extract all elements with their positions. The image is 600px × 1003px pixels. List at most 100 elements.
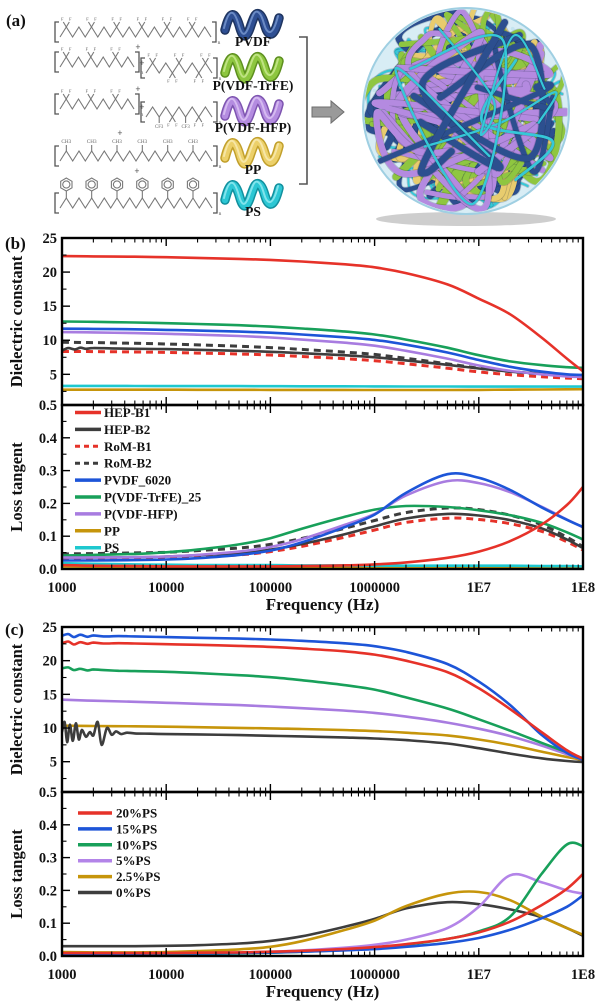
panel-b-label: (b) [5,234,26,253]
atom-label: F [200,53,203,58]
legend-item: P(VDF-HFP) [75,506,178,521]
atom-label: F [118,89,121,94]
atom-label: F [182,53,185,58]
atom-label: F [202,123,205,128]
y-tick-label: 0.5 [39,398,57,414]
polymer-chain [59,55,135,69]
atom-label: F [175,79,178,84]
bracket-right [213,192,218,214]
atom-label: F [174,53,177,58]
atom-label: F [94,47,97,52]
x-tick-label: 100000 [249,580,293,596]
y-tick-label: 0.0 [39,562,57,578]
y-tick-label: 5 [50,367,57,383]
legend-label: 20%PS [116,806,157,821]
methyl-label: CH3 [87,139,97,145]
bracket-right [212,21,217,43]
x-axis-title: Frequency (Hz) [266,595,379,614]
legend-label: HEP-B1 [104,405,150,420]
legend-item: HEP-B2 [75,422,150,437]
atom-label: F [61,17,64,22]
panel-a-label: (a) [6,11,26,30]
cf3-label: CF3 [181,125,190,130]
subscript-n: n [219,164,222,170]
atom-label: F [61,47,64,52]
series-HEP-B1 [63,254,582,373]
x-axis-title: Frequency (Hz) [266,982,379,1001]
fiber-strand [373,109,537,178]
fiber-strand [423,90,558,148]
legend-item: PS [75,540,119,555]
helix-P(VDF-TrFE) [220,51,284,84]
legend-label: P(VDF-HFP) [104,506,178,521]
y-tick-label: 20 [43,654,58,670]
series-0%PS [63,900,582,948]
legend-label: 2.5%PS [116,869,160,884]
plus-sign: + [135,42,140,52]
panel-c-label: (c) [5,620,24,639]
y-tick-label: 0.1 [39,529,57,545]
series-20%PS [63,873,582,955]
fiber-tangle [364,9,568,213]
grouping-bracket [299,36,308,185]
atom-label: F [170,17,173,22]
series-PVDF_6020 [63,472,582,562]
legend-label: 5%PS [116,853,151,868]
legend-label: RoM-B2 [104,456,152,471]
benzene-ring [136,177,149,192]
plus-sign: + [139,58,144,68]
methyl-label: CH3 [188,139,198,145]
x-tick-label: 1000 [48,967,77,983]
polymer-chain [145,62,213,74]
bracket-left [140,57,145,79]
atom-label: F [194,79,197,84]
methyl-label: CH3 [163,139,173,145]
y-tick-label: 5 [50,755,57,771]
fiber-strand [417,32,523,172]
polymer-name: PP [245,162,262,177]
x-tick-label: 1000000 [349,580,400,596]
benzene-ring [60,177,73,192]
y-tick-label: 0.4 [39,431,57,447]
atom-label: F [137,17,140,22]
atom-label: F [110,47,113,52]
series-P(VDF-HFP) [63,330,582,379]
y-tick-label: 0.5 [39,785,57,801]
x-tick-label: 10000 [148,967,184,983]
atom-label: F [194,123,197,128]
atom-label: F [162,17,165,22]
plus-sign: + [139,102,144,112]
polymer-name: P(VDF-TrFE) [213,78,294,93]
atom-label: F [118,47,121,52]
y-tick-label: 0.4 [39,818,57,834]
fiber-strand [438,27,546,136]
legend-label: PP [104,523,120,538]
fiber-strand [364,53,542,125]
fiber-strand [480,58,555,182]
legend-item: 0%PS [78,885,151,900]
atom-label: F [202,79,205,84]
bracket-right [135,51,140,73]
legend-item: RoM-B2 [75,456,152,471]
y-tick-label: 25 [43,231,58,247]
series-PVDF_6020 [63,327,582,377]
subscript-n: n [141,112,144,118]
series-PS [63,384,582,388]
polymer-chain [59,25,212,39]
polymer-name: PVDF [235,34,271,49]
atom-label: F [69,47,72,52]
y-tick-label: 0.2 [39,496,57,512]
polymer-name: PS [245,204,261,219]
bracket-right [213,57,218,79]
plot-c-dielectric: 5 10 15 20 25 Dielectric constant [7,620,585,794]
legend-label: 15%PS [116,821,157,836]
y-tick-label: 15 [43,687,58,703]
atom-label: F [155,53,158,58]
x-tick-label: 100000 [249,967,293,983]
series-PP [63,387,582,392]
plot-b-loss: 0.0 0.1 0.2 0.3 0.4 0.5 Loss tangent 1000 10000 1… [7,398,595,614]
polymer-name: P(VDF-HFP) [215,120,291,135]
legend-item: 15%PS [78,821,157,836]
